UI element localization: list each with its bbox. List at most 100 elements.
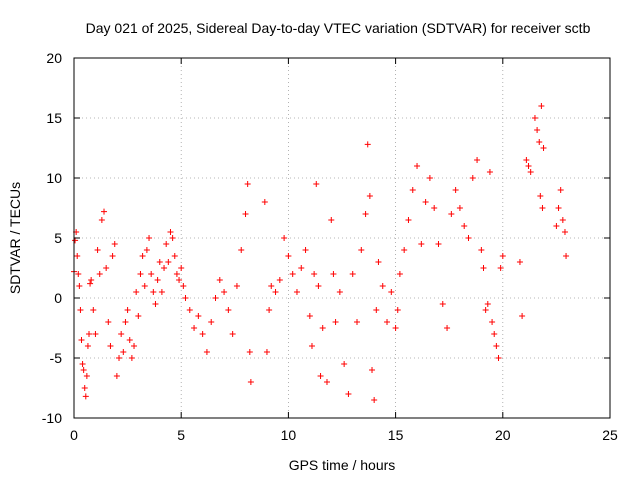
data-point (401, 247, 408, 253)
data-point (358, 247, 365, 253)
data-point (493, 343, 500, 349)
data-point (165, 259, 172, 265)
data-point (323, 379, 330, 385)
data-point (195, 313, 202, 319)
data-point (414, 163, 421, 169)
data-point (448, 211, 455, 217)
data-point (158, 289, 165, 295)
data-point (242, 211, 249, 217)
data-point (146, 235, 153, 241)
data-point (266, 307, 273, 313)
data-point (336, 289, 343, 295)
data-point (435, 241, 442, 247)
data-point (495, 355, 502, 361)
data-point (116, 355, 123, 361)
data-point (539, 205, 546, 211)
data-point (143, 247, 150, 253)
x-tick-label: 10 (281, 427, 297, 443)
chart-title: Day 021 of 2025, Sidereal Day-to-day VTE… (86, 20, 591, 36)
data-point (105, 319, 112, 325)
data-point (225, 307, 232, 313)
data-point (409, 187, 416, 193)
x-tick-label: 15 (388, 427, 404, 443)
data-point (247, 379, 254, 385)
data-point (281, 235, 288, 241)
data-point (516, 259, 523, 265)
data-point (212, 295, 219, 301)
data-point (369, 367, 376, 373)
data-point (122, 319, 129, 325)
data-point (81, 385, 88, 391)
data-point (330, 271, 337, 277)
data-point (540, 145, 547, 151)
data-point (332, 319, 339, 325)
x-tick-label: 0 (70, 427, 78, 443)
data-point (534, 127, 541, 133)
data-point (124, 307, 131, 313)
data-point (131, 343, 138, 349)
y-tick-label: 15 (46, 110, 62, 126)
data-point (527, 169, 534, 175)
data-point (180, 283, 187, 289)
data-point (152, 301, 159, 307)
data-point (354, 319, 361, 325)
data-point (293, 289, 300, 295)
data-point (444, 325, 451, 331)
x-tick-label: 20 (495, 427, 511, 443)
data-point (384, 319, 391, 325)
data-point (456, 205, 463, 211)
data-point (78, 337, 85, 343)
data-point (375, 259, 382, 265)
data-point (313, 181, 320, 187)
data-point (525, 163, 532, 169)
data-point (169, 235, 176, 241)
data-point (113, 373, 120, 379)
data-point (186, 307, 193, 313)
data-point (499, 253, 506, 259)
data-point (120, 349, 127, 355)
data-point (491, 331, 498, 337)
data-point (272, 289, 279, 295)
data-point (373, 307, 380, 313)
data-point (246, 349, 253, 355)
data-point (86, 331, 93, 337)
data-point (87, 280, 94, 287)
data-point (84, 343, 91, 349)
data-point (94, 247, 101, 253)
data-point (480, 265, 487, 271)
data-point (137, 271, 144, 277)
data-point (148, 271, 155, 277)
data-points (71, 103, 570, 403)
data-point (233, 283, 240, 289)
data-point (263, 349, 270, 355)
data-point (161, 265, 168, 271)
data-point (171, 253, 178, 259)
data-point (422, 199, 429, 205)
x-tick-label: 5 (177, 427, 185, 443)
data-point (261, 199, 268, 205)
data-point (486, 169, 493, 175)
data-point (439, 301, 446, 307)
data-point (519, 313, 526, 319)
data-point (482, 307, 489, 313)
data-point (83, 373, 90, 379)
data-point (311, 271, 318, 277)
data-point (371, 397, 378, 403)
data-point (244, 181, 251, 187)
data-point (216, 277, 223, 283)
data-point (128, 355, 135, 361)
data-point (394, 307, 401, 313)
data-point (536, 139, 543, 145)
data-point (203, 349, 210, 355)
data-point (139, 253, 146, 259)
data-point (484, 301, 491, 307)
data-point (88, 277, 95, 283)
data-point (126, 337, 133, 343)
data-point (364, 141, 371, 148)
data-point (82, 393, 89, 400)
data-point (118, 331, 125, 337)
y-tick-label: -10 (42, 410, 62, 426)
y-axis-label: SDTVAR / TECUs (7, 182, 23, 294)
data-point (405, 217, 412, 223)
